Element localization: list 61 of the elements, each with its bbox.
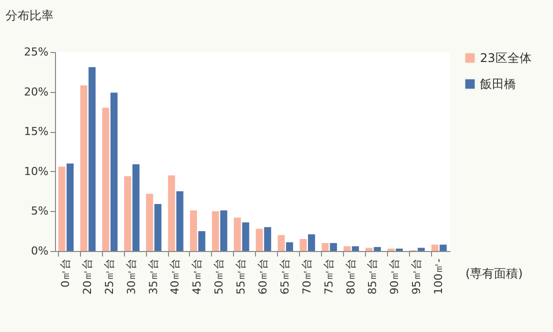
x-tick-label: 65㎡台	[278, 258, 292, 294]
bar	[352, 246, 359, 251]
x-tick-label: 75㎡台	[322, 258, 336, 294]
bar	[212, 211, 219, 251]
y-tick-label: 0%	[31, 244, 48, 258]
x-tick-label: 35㎡台	[146, 258, 160, 294]
bar	[242, 222, 250, 251]
y-axis-title: 分布比率	[6, 8, 54, 22]
x-tick-label: 25㎡台	[102, 258, 116, 294]
x-tick-label: 85㎡台	[366, 258, 380, 294]
y-tick-label: 15%	[24, 125, 48, 138]
bar	[80, 85, 88, 251]
x-tick-label: 40㎡台	[168, 258, 182, 294]
legend-label: 23区全体	[480, 51, 532, 65]
bar	[110, 92, 118, 251]
bar	[322, 243, 329, 251]
bar	[256, 228, 263, 251]
x-tick-label: 30㎡台	[124, 258, 138, 294]
x-tick-label: 95㎡台	[410, 258, 424, 294]
y-tick-label: 5%	[31, 204, 48, 218]
bar	[330, 243, 337, 251]
bar	[418, 248, 425, 251]
bar	[66, 163, 74, 251]
bar	[308, 234, 316, 251]
bar	[102, 108, 110, 251]
bar	[124, 176, 132, 251]
bar	[88, 67, 96, 251]
x-tick-label: 90㎡台	[388, 258, 402, 294]
bar	[190, 210, 198, 251]
bar	[264, 227, 272, 251]
bar	[220, 210, 228, 251]
y-tick-label: 10%	[24, 164, 48, 178]
bar	[146, 194, 154, 251]
bar	[366, 248, 373, 251]
bar	[132, 164, 140, 251]
bar	[440, 244, 447, 251]
bar	[286, 242, 294, 251]
x-tick-label: 80㎡台	[344, 258, 358, 294]
bar	[234, 218, 241, 251]
x-tick-label: 100㎡-	[432, 258, 446, 294]
bar	[58, 166, 66, 251]
legend-label: 飯田橋	[480, 77, 516, 91]
x-tick-label: 0㎡台	[58, 258, 72, 288]
bar	[168, 175, 176, 251]
bar	[344, 246, 351, 251]
bar	[374, 247, 381, 251]
x-tick-label: 55㎡台	[234, 258, 248, 294]
bar	[278, 235, 285, 251]
y-tick-label: 25%	[24, 46, 48, 58]
y-tick-label: 20%	[24, 85, 48, 98]
bar	[154, 204, 162, 251]
x-axis-title: (専有面積)	[466, 266, 523, 280]
x-tick-label: 60㎡台	[256, 258, 270, 294]
bar	[300, 239, 307, 251]
x-tick-label: 50㎡台	[212, 258, 226, 294]
x-tick-label: 20㎡台	[80, 258, 94, 294]
x-tick-label: 45㎡台	[190, 258, 204, 294]
bar	[431, 244, 438, 251]
x-tick-label: 70㎡台	[300, 258, 314, 294]
bar	[198, 231, 206, 251]
bar	[176, 191, 184, 251]
